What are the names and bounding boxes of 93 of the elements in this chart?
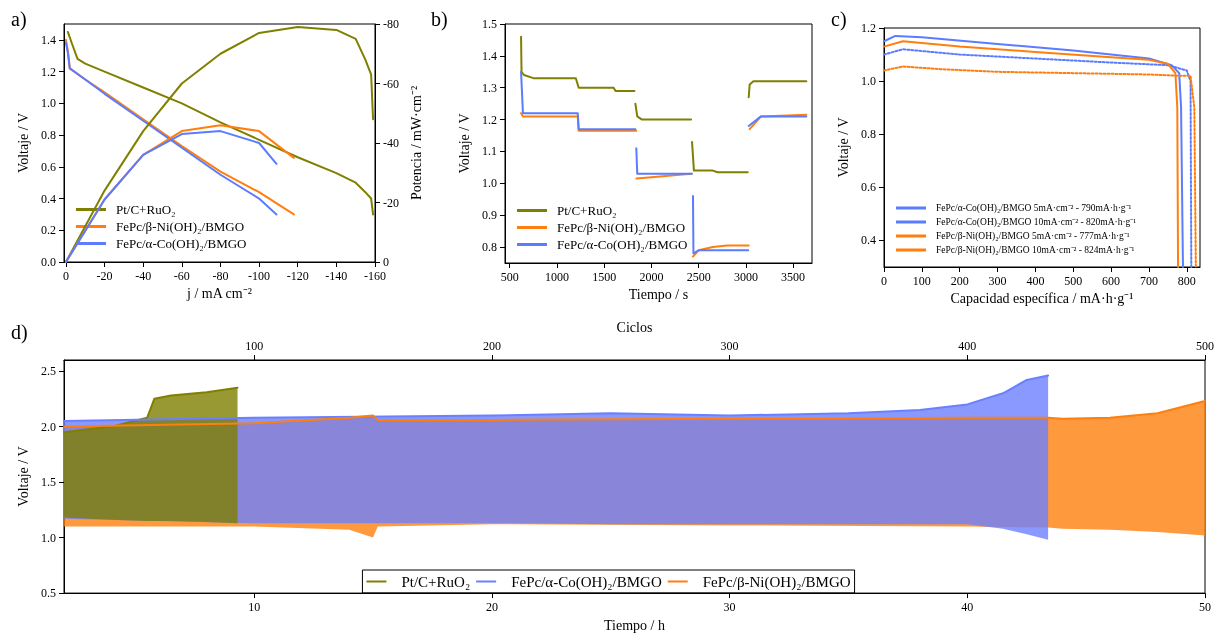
y-tick-label: 1.1	[482, 144, 497, 159]
x-tick-label: 1000	[544, 270, 569, 284]
y2-axis-title: Potencia / mW·cm⁻²	[409, 85, 425, 201]
x-tick-label: 40	[961, 600, 974, 615]
x-tick-label: 2500	[686, 270, 711, 284]
x-axis-title: j / mA cm⁻²	[186, 286, 252, 302]
x-tick-label: 400	[1026, 274, 1045, 288]
x-tick-label: -80	[212, 269, 229, 283]
y-tick-label: 1.3	[482, 80, 497, 95]
y-tick-label: 1.2	[41, 64, 56, 79]
y-tick-label: 0.4	[861, 233, 876, 248]
legend-label: FePc/α-Co(OH)₂/BMGO	[511, 573, 662, 591]
x-tick-label: 3000	[733, 270, 758, 284]
x-tick-label: 700	[1139, 274, 1158, 288]
legend-label: FePc/α-Co(OH)₂/BMGO 5mA·cm⁻² - 790mA·h·g⁻¹	[936, 203, 1132, 214]
x-tick-label: 800	[1177, 274, 1196, 288]
x-tick-label: -120	[286, 269, 309, 283]
y-tick-label: 0.9	[482, 208, 497, 223]
legend-label: FePc/β-Ni(OH)₂/BMGO 5mA·cm⁻² - 777mA·h·g⁻¹	[936, 231, 1130, 242]
x-tick-label: 2000	[639, 270, 664, 284]
y-tick-label: 1.4	[482, 48, 497, 63]
x-tick-label: -40	[135, 269, 152, 283]
y-tick-label: 2.0	[41, 419, 56, 434]
y-tick-label: 0.8	[41, 128, 56, 143]
y2-tick-label: -20	[383, 195, 399, 210]
x-tick-label: 30	[723, 600, 736, 615]
x2-tick-label: 500	[1196, 339, 1214, 353]
x2-tick-label: 100	[245, 339, 264, 353]
x-tick-label: 500	[1064, 274, 1083, 288]
y-tick-label: 1.4	[41, 32, 56, 47]
chart-title: b)	[431, 8, 448, 31]
x2-axis-title: Ciclos	[616, 319, 653, 335]
y2-tick-label: -80	[383, 17, 399, 31]
x-tick-label: 0	[881, 274, 887, 288]
y-tick-label: 1.0	[41, 530, 56, 545]
x-tick-label: -100	[248, 269, 271, 283]
y-tick-label: 0.6	[861, 180, 876, 195]
y-tick-label: 0.0	[41, 255, 56, 269]
y-axis-title: Voltaje / V	[456, 113, 472, 174]
legend-label: FePc/α-Co(OH)₂/BMGO	[557, 237, 688, 252]
y2-tick-label: -40	[383, 136, 399, 150]
legend-label: FePc/β-Ni(OH)₂/BMGO	[702, 573, 851, 591]
x-tick-label: 300	[988, 274, 1007, 288]
x-tick-label: 50	[1199, 600, 1211, 615]
x2-tick-label: 300	[720, 339, 739, 353]
x-tick-label: -60	[173, 269, 190, 283]
x-tick-label: 600	[1102, 274, 1121, 288]
y-tick-label: 0.8	[482, 240, 497, 255]
x-tick-label: -160	[364, 269, 386, 283]
y-tick-label: 1.2	[482, 112, 497, 127]
y-tick-label: 1.0	[41, 96, 56, 111]
x-tick-label: 200	[950, 274, 969, 288]
legend-label: FePc/β-Ni(OH)₂/BMGO	[116, 219, 245, 234]
x-tick-label: 20	[485, 600, 498, 615]
y-tick-label: 1.2	[861, 21, 876, 35]
legend-label: Pt/C+RuO₂	[557, 203, 617, 218]
x-tick-label: 1500	[592, 270, 617, 284]
legend-label: FePc/β-Ni(OH)₂/BMGO 10mA·cm⁻² - 824mA·h·g⁻¹	[936, 245, 1135, 256]
x-tick-label: 3500	[781, 270, 806, 284]
y-tick-label: 1.0	[861, 74, 876, 89]
legend-label: Pt/C+RuO₂	[116, 202, 176, 217]
x-tick-label: 100	[912, 274, 931, 288]
legend-label: FePc/β-Ni(OH)₂/BMGO	[557, 220, 686, 235]
legend-label: FePc/α-Co(OH)₂/BMGO 10mA·cm⁻² - 820mA·h·g⁻¹	[936, 217, 1137, 228]
y-tick-label: 0.8	[861, 127, 876, 142]
x-tick-label: 10	[248, 600, 261, 615]
y-axis-title: Voltaje / V	[15, 112, 31, 174]
x2-tick-label: 400	[958, 339, 977, 353]
legend-label: Pt/C+RuO₂	[401, 573, 471, 590]
y-tick-label: 0.6	[41, 159, 56, 174]
chart-title: a)	[11, 8, 27, 31]
legend-label: FePc/α-Co(OH)₂/BMGO	[116, 236, 247, 251]
y-tick-label: 0.2	[41, 223, 56, 238]
y-tick-label: 0.5	[41, 586, 56, 601]
x-axis-title: Tiempo / s	[628, 287, 689, 303]
y-tick-label: 1.0	[482, 176, 497, 191]
y-tick-label: 0.4	[41, 191, 56, 206]
chart-title: c)	[831, 8, 847, 31]
x-tick-label: 500	[500, 270, 519, 284]
y2-tick-label: -60	[383, 76, 399, 91]
y-axis-title: Voltaje / V	[15, 446, 31, 507]
x-tick-label: -20	[96, 269, 113, 283]
y-tick-label: 1.5	[41, 475, 56, 490]
chart-title: d)	[11, 321, 28, 344]
x-axis-title: Capacidad específica / mA·h·g⁻¹	[950, 291, 1134, 307]
y-tick-label: 2.5	[41, 364, 56, 379]
x2-tick-label: 200	[482, 339, 501, 353]
y2-tick-label: 0	[383, 255, 389, 269]
y-tick-label: 1.5	[482, 17, 497, 31]
x-axis-title: Tiempo / h	[604, 617, 665, 633]
x-tick-label: 0	[62, 269, 69, 283]
y-axis-title: Voltaje / V	[835, 117, 851, 178]
x-tick-label: -140	[325, 269, 348, 283]
